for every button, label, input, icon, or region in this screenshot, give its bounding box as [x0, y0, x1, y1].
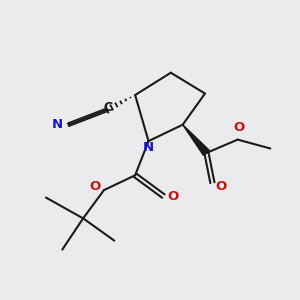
Text: O: O	[89, 180, 100, 193]
Text: N: N	[143, 141, 154, 154]
Text: N: N	[52, 118, 63, 131]
Polygon shape	[183, 125, 209, 155]
Text: O: O	[215, 180, 226, 193]
Text: O: O	[167, 190, 178, 202]
Text: O: O	[233, 121, 245, 134]
Text: C: C	[104, 101, 113, 114]
